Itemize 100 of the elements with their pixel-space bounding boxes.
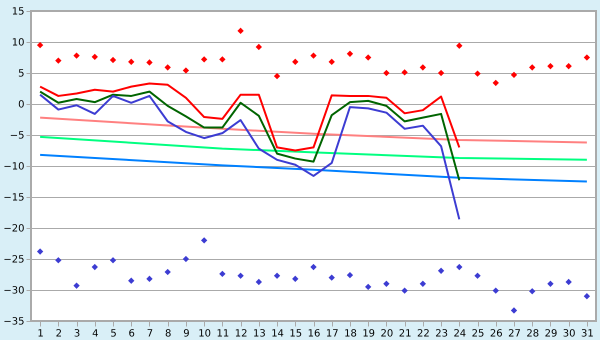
point xyxy=(438,268,444,274)
point xyxy=(438,70,444,76)
point xyxy=(182,256,190,262)
point xyxy=(584,293,590,300)
line-series xyxy=(39,154,588,182)
point xyxy=(110,56,116,64)
x-tick-label: 4 xyxy=(92,328,98,340)
point xyxy=(256,278,262,286)
point xyxy=(292,276,298,282)
point xyxy=(36,248,44,255)
point xyxy=(547,63,554,70)
point xyxy=(474,272,481,279)
point xyxy=(36,42,44,48)
x-tick-label: 6 xyxy=(128,328,135,340)
y-tick-label: 15 xyxy=(12,6,24,18)
y-tick-label: 0 xyxy=(18,100,24,110)
point xyxy=(274,272,280,279)
x-tick-label: 22 xyxy=(416,328,430,340)
x-tick-label: 31 xyxy=(581,328,594,340)
y-tick-label: −10 xyxy=(3,162,24,172)
point xyxy=(182,67,190,74)
point xyxy=(383,70,390,76)
x-tick-label: 30 xyxy=(562,328,576,340)
point xyxy=(292,58,298,65)
point xyxy=(365,284,372,290)
point xyxy=(474,70,481,77)
point xyxy=(383,280,390,287)
point xyxy=(529,288,536,294)
point xyxy=(146,59,153,66)
x-tick-label: 5 xyxy=(110,328,117,340)
line-series xyxy=(39,94,460,220)
x-tick-label: 2 xyxy=(56,328,62,340)
point xyxy=(310,264,317,270)
line-series xyxy=(39,82,460,152)
x-tick-label: 3 xyxy=(74,328,80,340)
x-tick-label: 11 xyxy=(216,328,230,340)
point xyxy=(200,237,208,244)
point xyxy=(237,28,244,34)
x-tick-label: 24 xyxy=(453,328,466,340)
point xyxy=(492,80,499,86)
point xyxy=(584,54,590,61)
x-tick-label: 25 xyxy=(472,328,484,340)
line-series xyxy=(39,136,588,161)
point xyxy=(566,278,572,286)
point xyxy=(92,54,98,60)
line-series xyxy=(39,90,460,182)
line-series xyxy=(39,116,588,144)
point xyxy=(420,64,426,71)
y-tick-label: −20 xyxy=(3,224,24,234)
point xyxy=(110,257,116,264)
point xyxy=(420,280,426,287)
point xyxy=(128,58,134,65)
y-tick-label: 10 xyxy=(12,38,24,48)
point xyxy=(55,57,62,64)
x-tick-label: 8 xyxy=(165,328,172,340)
point xyxy=(401,69,408,76)
x-tick-label: 19 xyxy=(362,328,376,340)
x-tick-label: 20 xyxy=(380,328,394,340)
point xyxy=(164,268,171,276)
point xyxy=(328,58,335,65)
point xyxy=(128,278,134,284)
point xyxy=(547,280,554,287)
point xyxy=(346,50,354,57)
x-tick-label: 14 xyxy=(271,328,284,340)
x-tick-label: 28 xyxy=(526,328,540,340)
point xyxy=(310,52,317,59)
x-tick-label: 12 xyxy=(234,328,248,340)
x-tick-label: 27 xyxy=(508,328,521,340)
y-tick-label: −35 xyxy=(3,316,24,328)
y-tick-label: 5 xyxy=(18,68,24,80)
point xyxy=(274,72,280,80)
point xyxy=(200,56,208,63)
x-tick-label: 16 xyxy=(308,328,320,340)
point xyxy=(456,264,462,270)
x-tick-label: 18 xyxy=(344,328,357,340)
point xyxy=(456,42,462,49)
x-tick-label: 17 xyxy=(326,328,339,340)
point xyxy=(73,282,80,289)
x-tick-label: 10 xyxy=(198,328,212,340)
y-tick-label: −25 xyxy=(3,254,24,266)
point xyxy=(492,287,499,294)
point xyxy=(529,64,536,71)
x-tick-label: 9 xyxy=(183,328,190,340)
point xyxy=(219,270,226,278)
y-tick-label: −15 xyxy=(3,192,24,204)
x-tick-label: 13 xyxy=(252,328,266,340)
point xyxy=(55,257,62,264)
x-tick-label: 7 xyxy=(146,328,154,340)
x-tick-label: 23 xyxy=(435,328,448,340)
point xyxy=(566,63,572,70)
y-tick-label: −5 xyxy=(10,130,24,142)
y-tick-label: −30 xyxy=(3,286,24,296)
point xyxy=(146,276,153,282)
point xyxy=(219,56,226,63)
point xyxy=(510,72,518,78)
x-tick-label: 29 xyxy=(544,328,558,340)
point xyxy=(164,64,171,71)
point xyxy=(401,287,408,294)
point xyxy=(256,44,262,50)
point xyxy=(328,274,335,281)
